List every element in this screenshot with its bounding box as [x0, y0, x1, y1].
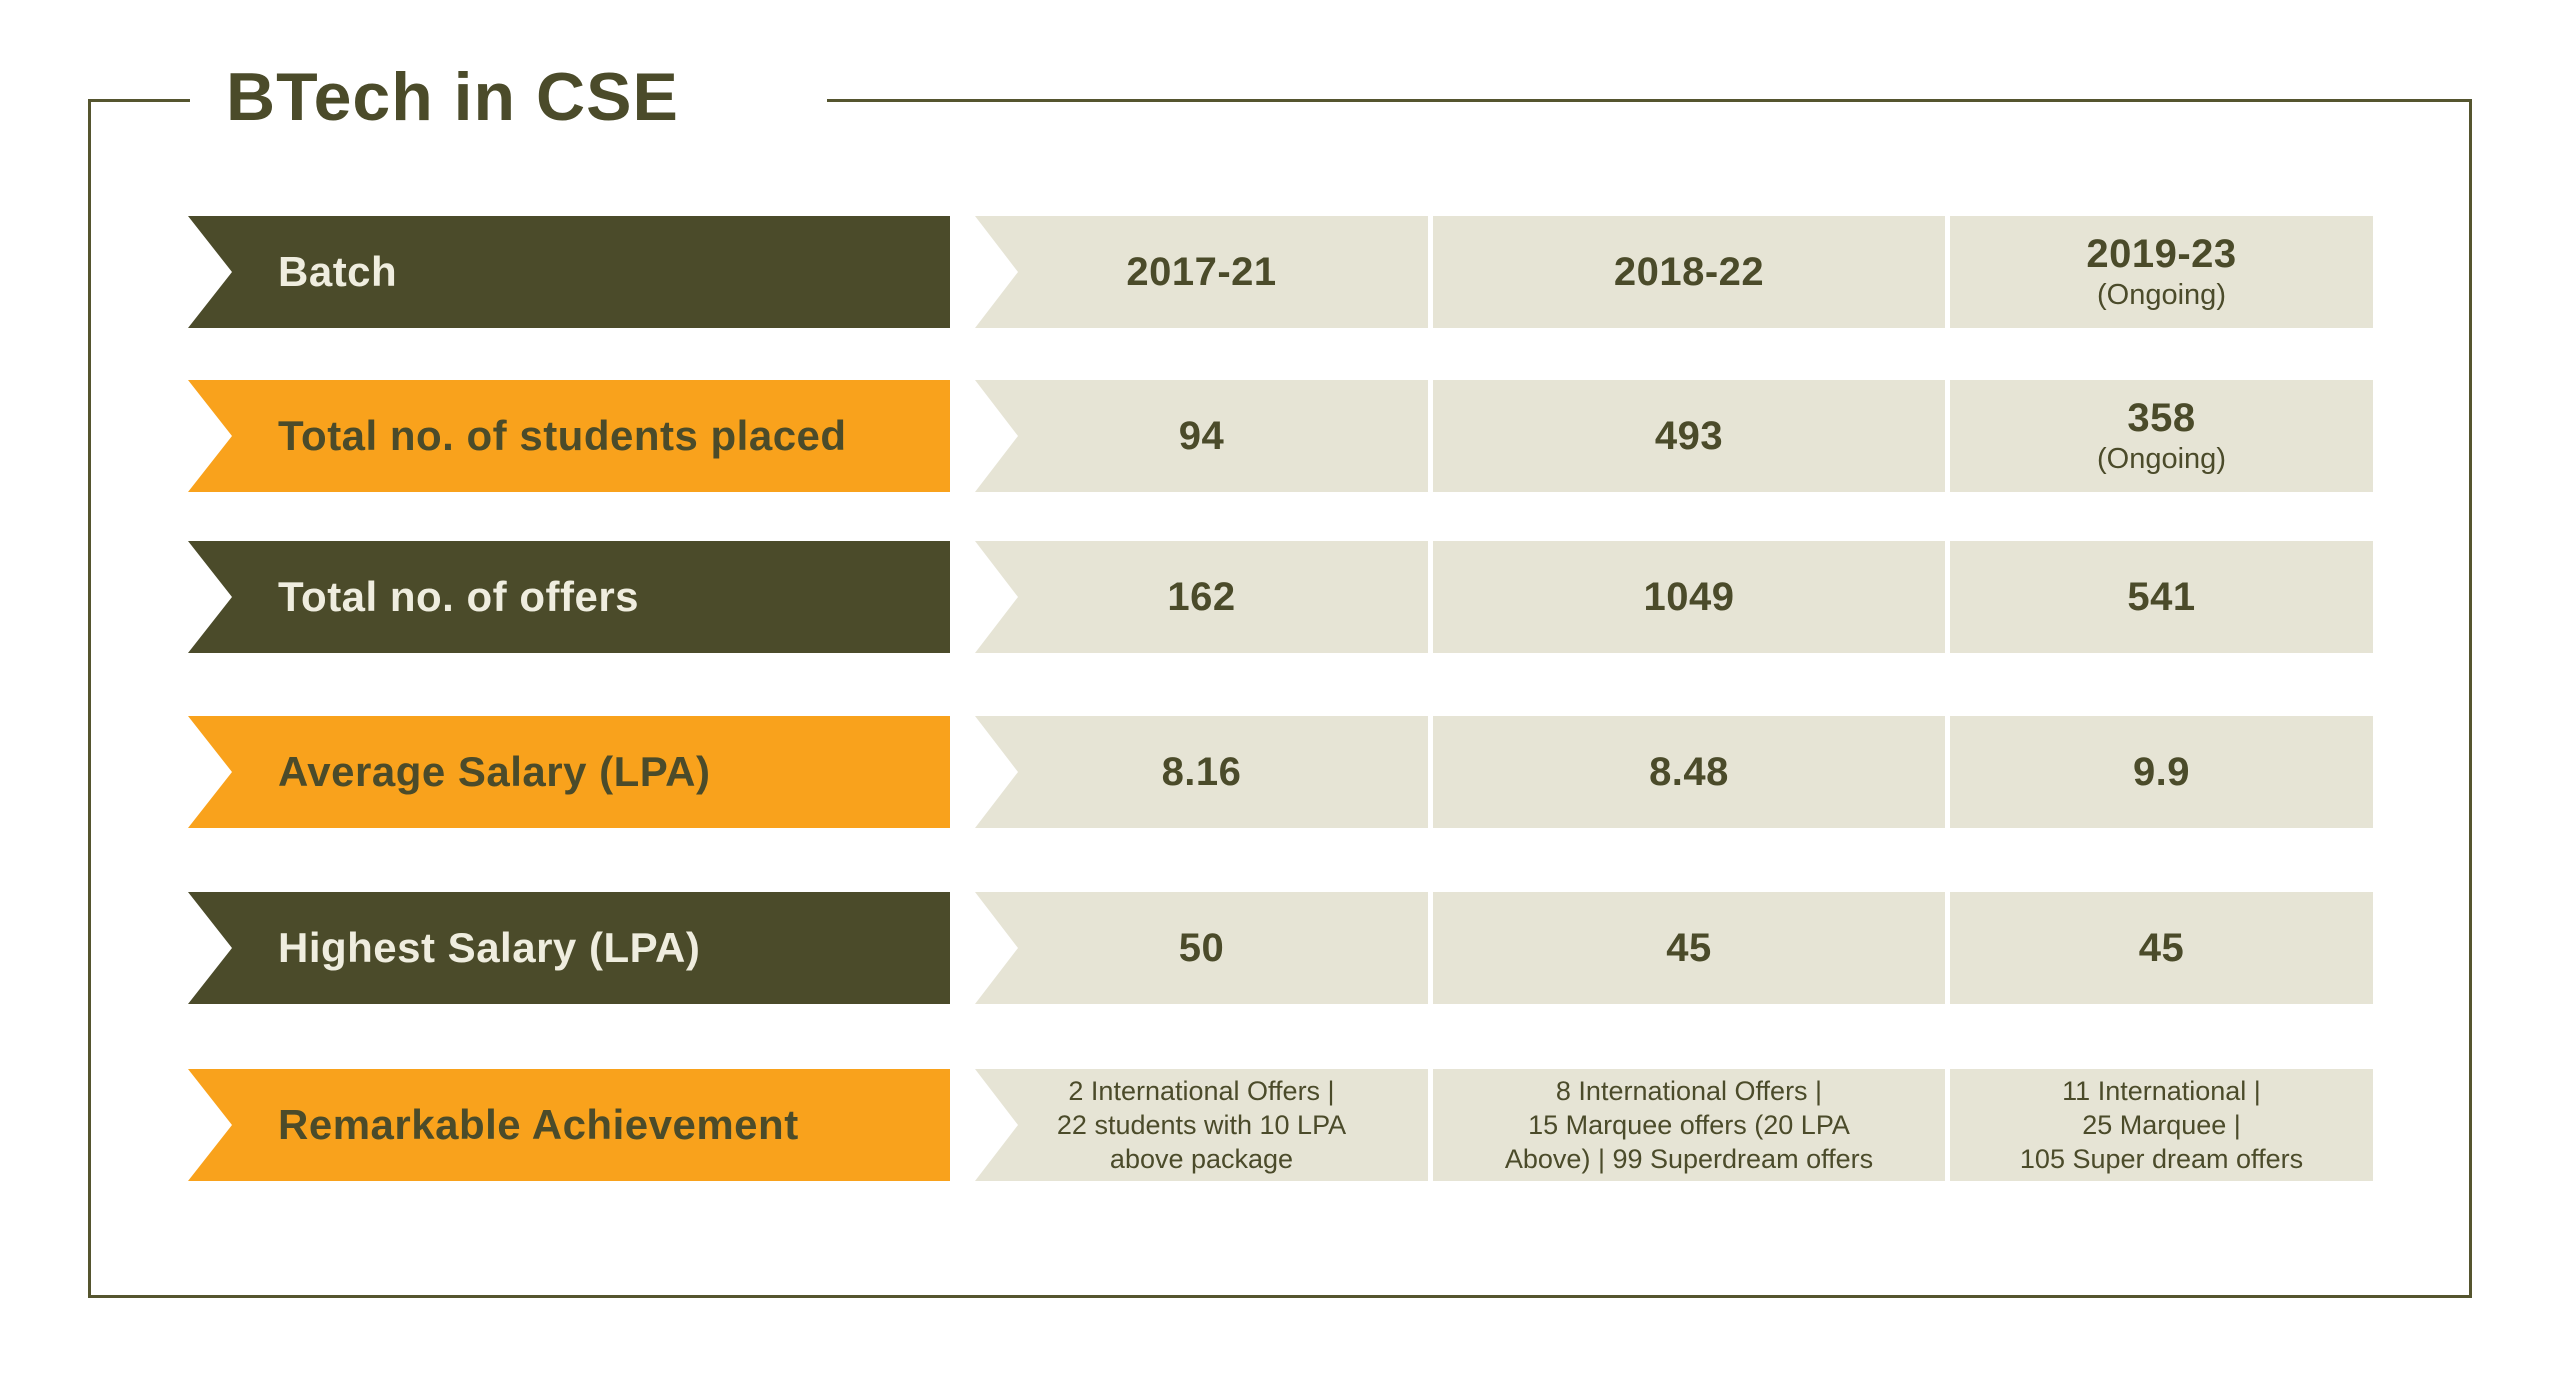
- frame-border-top-dash: [88, 99, 190, 102]
- remarkable-achievement-2018-22-cell: 8 International Offers | 15 Marquee offe…: [1433, 1069, 1945, 1181]
- cell-text-line: 22 students with 10 LPA: [1056, 1110, 1347, 1140]
- row-label: Average Salary (LPA): [278, 748, 711, 795]
- table-row-highest-salary: Highest Salary (LPA) 50 45 45: [188, 892, 2373, 1004]
- page-title: BTech in CSE: [226, 59, 679, 135]
- students-placed-2018-22-cell: 493: [1433, 380, 1945, 492]
- batch-label-ribbon: Batch: [188, 216, 950, 328]
- cell-value: 2017-21: [1126, 250, 1277, 294]
- row-label: Total no. of offers: [278, 573, 640, 620]
- total-offers-2018-22-cell: 1049: [1433, 541, 1945, 653]
- remarkable-achievement-2019-23-cell: 11 International | 25 Marquee | 105 Supe…: [1950, 1069, 2373, 1181]
- average-salary-2018-22-cell: 8.48: [1433, 716, 1945, 828]
- row-label: Batch: [278, 248, 398, 295]
- cell-value: 50: [1178, 926, 1225, 970]
- frame-border-top-line: [827, 99, 2472, 102]
- table-row-batch: Batch 2017-21 2018-22 2019-23 (Ongoing): [188, 216, 2373, 328]
- remarkable-achievement-2017-21-cell: 2 International Offers | 22 students wit…: [975, 1069, 1428, 1181]
- cell-value: 162: [1167, 575, 1236, 619]
- cell-text-line: 8 International Offers |: [1555, 1076, 1823, 1106]
- cell-text-line: Above) | 99 Superdream offers: [1504, 1144, 1874, 1174]
- highest-salary-2018-22-cell: 45: [1433, 892, 1945, 1004]
- cell-value: 1049: [1643, 575, 1735, 619]
- placement-table: Batch 2017-21 2018-22 2019-23 (Ongoing) …: [188, 216, 2373, 1181]
- table-row-total-offers: Total no. of offers 162 1049 541: [188, 541, 2373, 653]
- batch-2019-23-cell: 2019-23 (Ongoing): [1950, 216, 2373, 328]
- cell-text-line: 2 International Offers |: [1068, 1076, 1335, 1106]
- cell-value: 8.16: [1161, 750, 1242, 794]
- cell-value: 94: [1178, 414, 1225, 458]
- remarkable-achievement-label-ribbon: Remarkable Achievement: [188, 1069, 950, 1181]
- frame-border-left: [88, 100, 91, 1298]
- table-row-average-salary: Average Salary (LPA) 8.16 8.48 9.9: [188, 716, 2373, 828]
- average-salary-label-ribbon: Average Salary (LPA): [188, 716, 950, 828]
- cell-value: 493: [1654, 414, 1724, 458]
- highest-salary-2019-23-cell: 45: [1950, 892, 2373, 1004]
- cell-text-line: 25 Marquee |: [2082, 1110, 2241, 1140]
- highest-salary-2017-21-cell: 50: [975, 892, 1428, 1004]
- cell-value: 45: [1666, 926, 1712, 970]
- batch-2018-22-cell: 2018-22: [1433, 216, 1945, 328]
- row-label: Remarkable Achievement: [278, 1101, 799, 1148]
- students-placed-label-ribbon: Total no. of students placed: [188, 380, 950, 492]
- cell-value: 9.9: [2132, 750, 2191, 794]
- cell-value: 45: [2138, 926, 2185, 970]
- table-row-remarkable-achievement: Remarkable Achievement 2 International O…: [188, 1069, 2373, 1181]
- average-salary-2019-23-cell: 9.9: [1950, 716, 2373, 828]
- cell-value: 358: [2127, 396, 2196, 440]
- cell-text-line: 15 Marquee offers (20 LPA: [1528, 1110, 1850, 1140]
- highest-salary-label-ribbon: Highest Salary (LPA): [188, 892, 950, 1004]
- cell-text-line: above package: [1109, 1144, 1294, 1174]
- total-offers-2019-23-cell: 541: [1950, 541, 2373, 653]
- students-placed-2019-23-cell: 358 (Ongoing): [1950, 380, 2373, 492]
- cell-subvalue: (Ongoing): [2097, 279, 2226, 311]
- frame-border-right: [2469, 100, 2472, 1298]
- cell-value: 2019-23: [2086, 232, 2237, 276]
- batch-2017-21-cell: 2017-21: [975, 216, 1428, 328]
- average-salary-2017-21-cell: 8.16: [975, 716, 1428, 828]
- total-offers-label-ribbon: Total no. of offers: [188, 541, 950, 653]
- cell-value: 2018-22: [1613, 250, 1765, 294]
- row-label: Total no. of students placed: [278, 412, 847, 459]
- row-label: Highest Salary (LPA): [278, 924, 701, 971]
- students-placed-2017-21-cell: 94: [975, 380, 1428, 492]
- cell-value: 8.48: [1649, 750, 1729, 794]
- frame-border-bottom: [88, 1295, 2472, 1298]
- cell-text-line: 105 Super dream offers: [2019, 1144, 2304, 1174]
- cell-subvalue: (Ongoing): [2097, 443, 2226, 475]
- cell-value: 541: [2127, 575, 2196, 619]
- table-row-students-placed: Total no. of students placed 94 493 358 …: [188, 380, 2373, 492]
- total-offers-2017-21-cell: 162: [975, 541, 1428, 653]
- cell-text-line: 11 International |: [2062, 1076, 2261, 1106]
